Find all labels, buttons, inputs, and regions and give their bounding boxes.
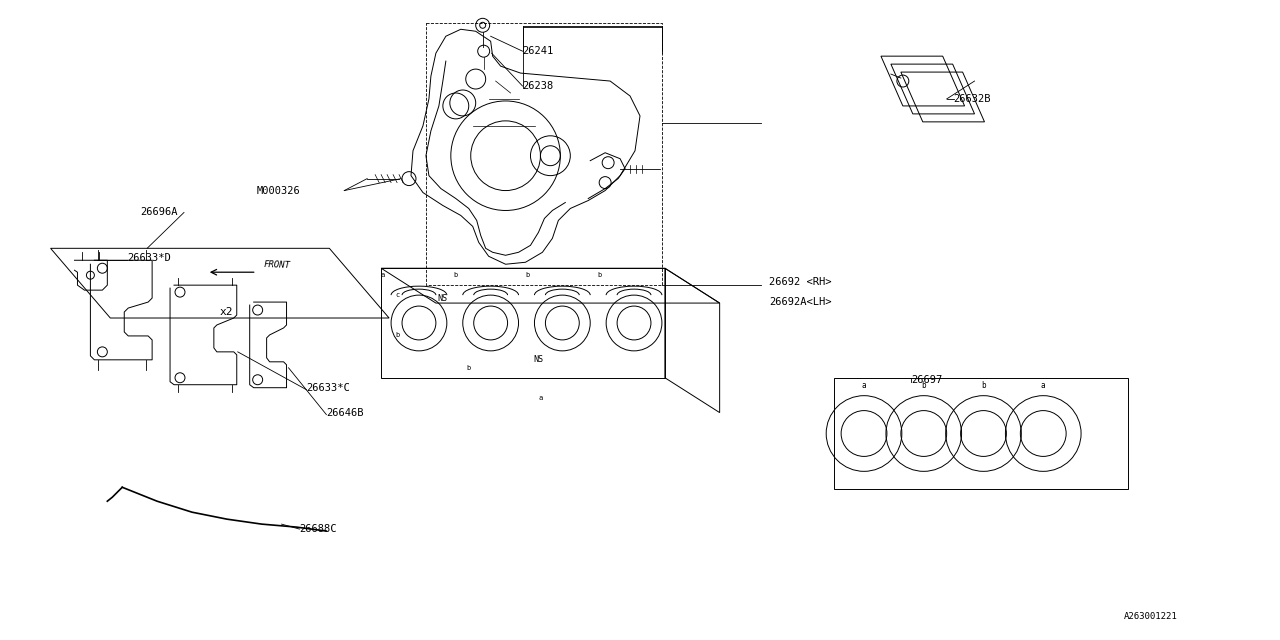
Text: 26692 <RH>: 26692 <RH> — [769, 277, 832, 287]
Text: NS: NS — [534, 355, 544, 364]
Text: 26646B: 26646B — [326, 408, 364, 417]
Text: 26632B: 26632B — [954, 94, 991, 104]
Text: b: b — [922, 381, 925, 390]
Text: 26697: 26697 — [911, 375, 942, 385]
Text: b: b — [525, 272, 530, 278]
Text: b: b — [596, 272, 602, 278]
Text: 26696A: 26696A — [141, 207, 178, 218]
Text: a: a — [539, 395, 543, 401]
Text: a: a — [381, 272, 385, 278]
Text: 26633*D: 26633*D — [127, 253, 172, 263]
Text: 26692A<LH>: 26692A<LH> — [769, 297, 832, 307]
Text: 26688C: 26688C — [300, 524, 337, 534]
Text: b: b — [467, 365, 471, 371]
Text: 26241: 26241 — [522, 46, 554, 56]
Text: FRONT: FRONT — [264, 260, 291, 270]
Text: 26238: 26238 — [522, 81, 554, 91]
Text: NS: NS — [438, 294, 448, 303]
Text: a: a — [1041, 381, 1046, 390]
Text: A263001221: A263001221 — [1124, 612, 1178, 621]
Text: x2: x2 — [220, 307, 233, 317]
Text: b: b — [982, 381, 986, 390]
Text: c: c — [396, 292, 399, 298]
Text: a: a — [861, 381, 867, 390]
Text: b: b — [453, 272, 458, 278]
Text: b: b — [396, 332, 399, 338]
Text: 26633*C: 26633*C — [306, 383, 351, 393]
Text: M000326: M000326 — [257, 186, 301, 196]
